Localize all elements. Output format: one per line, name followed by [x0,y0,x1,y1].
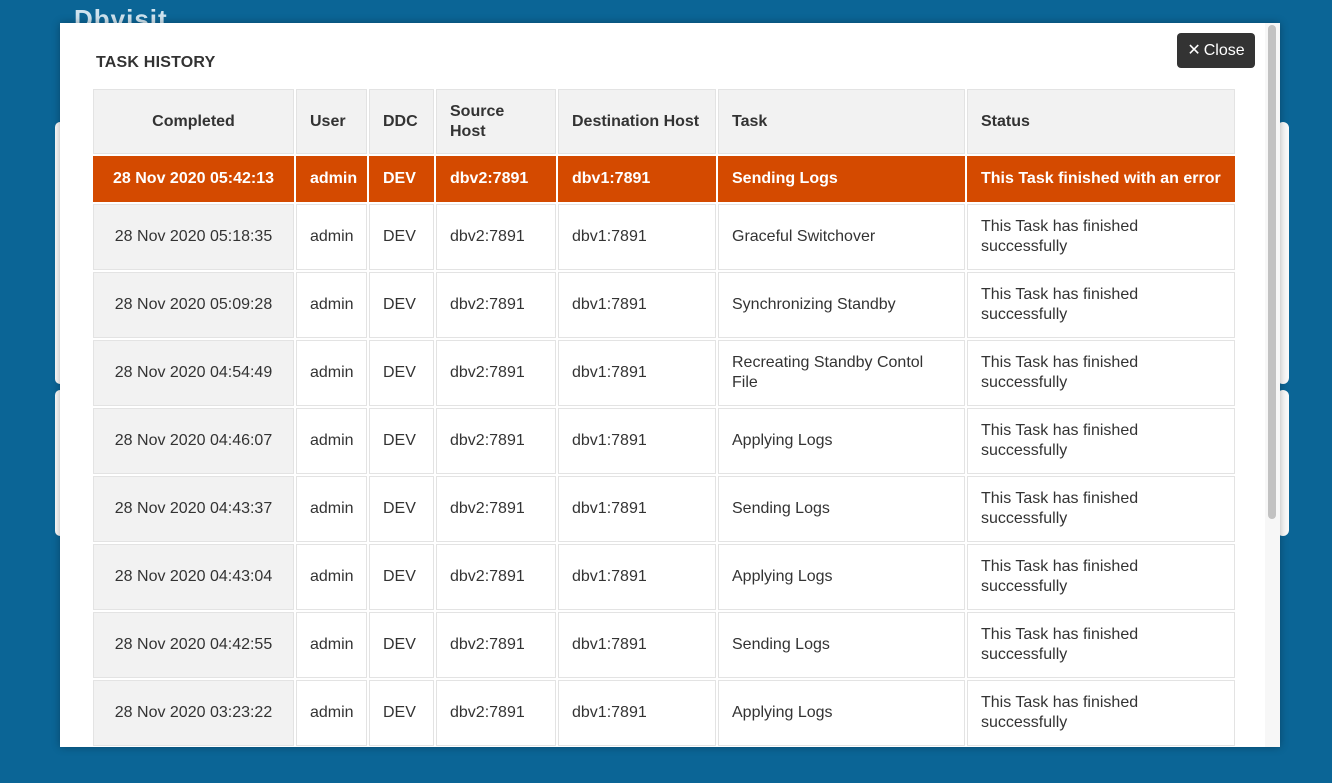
cell-completed: 28 Nov 2020 04:43:04 [93,544,294,610]
cell-ddc: DEV [369,156,434,202]
cell-status: This Task has finished successfully [967,476,1235,542]
table-row[interactable]: 28 Nov 2020 05:09:28 admin DEV dbv2:7891 dbv… [93,272,1235,338]
cell-task: Sending Logs [718,612,965,678]
column-header-completed[interactable]: Completed [93,89,294,154]
cell-status: This Task has finished successfully [967,612,1235,678]
cell-source-host: dbv2:7891 [436,476,556,542]
cell-status: This Task has finished successfully [967,340,1235,406]
cell-source-host: dbv2:7891 [436,204,556,270]
table-row[interactable]: 28 Nov 2020 04:46:07 admin DEV dbv2:7891 dbv… [93,408,1235,474]
cell-task: Synchronizing Standby [718,272,965,338]
cell-destination-host: dbv1:7891 [558,204,716,270]
task-history-body: 28 Nov 2020 05:42:13 admin DEV dbv2:7891 dbv… [93,156,1235,747]
cell-source-host: dbv2:7891 [436,272,556,338]
app-logo: Dbvisit [74,4,168,24]
background-card-right [1277,122,1289,384]
cell-completed: 28 Nov 2020 04:46:07 [93,408,294,474]
cell-user: admin [296,680,367,746]
cell-user: admin [296,544,367,610]
cell-destination-host: dbv1:7891 [558,476,716,542]
modal-scrollbar[interactable] [1265,23,1280,747]
cell-ddc: DEV [369,544,434,610]
cell-ddc: DEV [369,204,434,270]
cell-status: This Task has finished successfully [967,408,1235,474]
cell-ddc: DEV [369,476,434,542]
cell-source-host: dbv2:7891 [436,680,556,746]
cell-user: admin [296,408,367,474]
column-header-status[interactable]: Status [967,89,1235,154]
table-row[interactable]: 28 Nov 2020 04:43:04 admin DEV dbv2:7891 dbv… [93,544,1235,610]
cell-destination-host: dbv1:7891 [558,408,716,474]
cell-source-host: dbv2:7891 [436,544,556,610]
cell-ddc: DEV [369,272,434,338]
cell-status: This Task has finished successfully [967,204,1235,270]
table-header-row: Completed User DDC Source Host Destinati… [93,89,1235,154]
cell-destination-host: dbv1:7891 [558,272,716,338]
cell-user: admin [296,272,367,338]
cell-destination-host: dbv1:7891 [558,612,716,678]
cell-ddc: DEV [369,408,434,474]
column-header-source-host[interactable]: Source Host [436,89,556,154]
column-header-user[interactable]: User [296,89,367,154]
table-row[interactable]: 28 Nov 2020 04:54:49 admin DEV dbv2:7891 dbv… [93,340,1235,406]
modal-title: TASK HISTORY [96,54,216,71]
cell-destination-host: dbv1:7891 [558,544,716,610]
cell-task: Sending Logs [718,156,965,202]
cell-destination-host: dbv1:7891 [558,340,716,406]
cell-source-host: dbv2:7891 [436,612,556,678]
close-button[interactable]: ✕ Close [1177,33,1255,68]
cell-status: This Task has finished successfully [967,544,1235,610]
cell-task: Sending Logs [718,476,965,542]
table-row[interactable]: 28 Nov 2020 03:23:22 admin DEV dbv2:7891 dbv… [93,680,1235,746]
cell-completed: 28 Nov 2020 04:42:55 [93,612,294,678]
column-header-ddc[interactable]: DDC [369,89,434,154]
close-icon: ✕ [1187,41,1201,59]
cell-task: Recreating Standby Contol File [718,340,965,406]
cell-user: admin [296,612,367,678]
cell-destination-host: dbv1:7891 [558,680,716,746]
column-header-task[interactable]: Task [718,89,965,154]
cell-task: Applying Logs [718,680,965,746]
cell-source-host: dbv2:7891 [436,156,556,202]
cell-user: admin [296,340,367,406]
cell-completed: 28 Nov 2020 05:09:28 [93,272,294,338]
cell-ddc: DEV [369,612,434,678]
table-row[interactable]: 28 Nov 2020 04:43:37 admin DEV dbv2:7891 dbv… [93,476,1235,542]
column-header-destination-host[interactable]: Destination Host [558,89,716,154]
cell-completed: 28 Nov 2020 05:18:35 [93,204,294,270]
cell-status: This Task finished with an error [967,156,1235,202]
cell-destination-host: dbv1:7891 [558,156,716,202]
cell-source-host: dbv2:7891 [436,408,556,474]
table-row[interactable]: 28 Nov 2020 04:42:55 admin DEV dbv2:7891 dbv… [93,612,1235,678]
task-history-table: Completed User DDC Source Host Destinati… [91,87,1237,747]
table-row[interactable]: 28 Nov 2020 05:18:35 admin DEV dbv2:7891 dbv… [93,204,1235,270]
cell-user: admin [296,476,367,542]
cell-task: Graceful Switchover [718,204,965,270]
task-history-table-container: Completed User DDC Source Host Destinati… [91,87,1237,747]
cell-source-host: dbv2:7891 [436,340,556,406]
cell-completed: 28 Nov 2020 04:43:37 [93,476,294,542]
cell-completed: 28 Nov 2020 03:23:22 [93,680,294,746]
cell-status: This Task has finished successfully [967,680,1235,746]
cell-ddc: DEV [369,680,434,746]
cell-status: This Task has finished successfully [967,272,1235,338]
scrollbar-thumb[interactable] [1268,25,1276,519]
cell-task: Applying Logs [718,408,965,474]
cell-ddc: DEV [369,340,434,406]
table-row-error[interactable]: 28 Nov 2020 05:42:13 admin DEV dbv2:7891 dbv… [93,156,1235,202]
cell-completed: 28 Nov 2020 04:54:49 [93,340,294,406]
cell-task: Applying Logs [718,544,965,610]
task-history-modal: TASK HISTORY ✕ Close Completed User DDC … [60,23,1280,747]
close-button-label: Close [1203,41,1245,59]
cell-user: admin [296,204,367,270]
cell-user: admin [296,156,367,202]
background-card-right-lower [1277,390,1289,536]
cell-completed: 28 Nov 2020 05:42:13 [93,156,294,202]
